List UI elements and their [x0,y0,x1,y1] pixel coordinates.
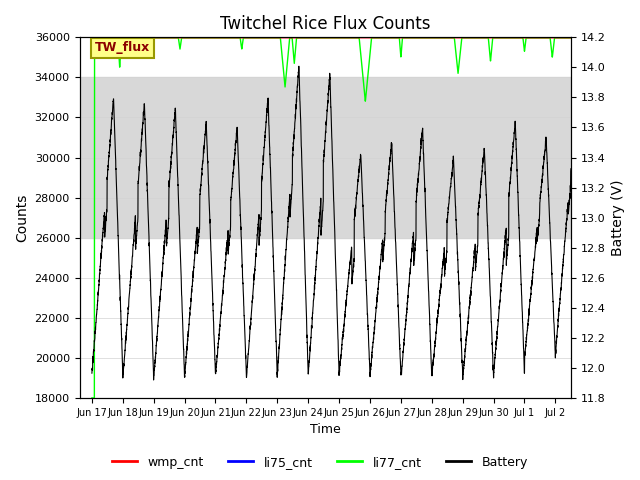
Text: TW_flux: TW_flux [95,41,150,54]
X-axis label: Time: Time [310,423,340,436]
Bar [79,77,571,238]
Legend: wmp_cnt, li75_cnt, li77_cnt, Battery: wmp_cnt, li75_cnt, li77_cnt, Battery [107,451,533,474]
Title: Twitchel Rice Flux Counts: Twitchel Rice Flux Counts [220,15,431,33]
Y-axis label: Battery (V): Battery (V) [611,180,625,256]
Y-axis label: Counts: Counts [15,193,29,242]
